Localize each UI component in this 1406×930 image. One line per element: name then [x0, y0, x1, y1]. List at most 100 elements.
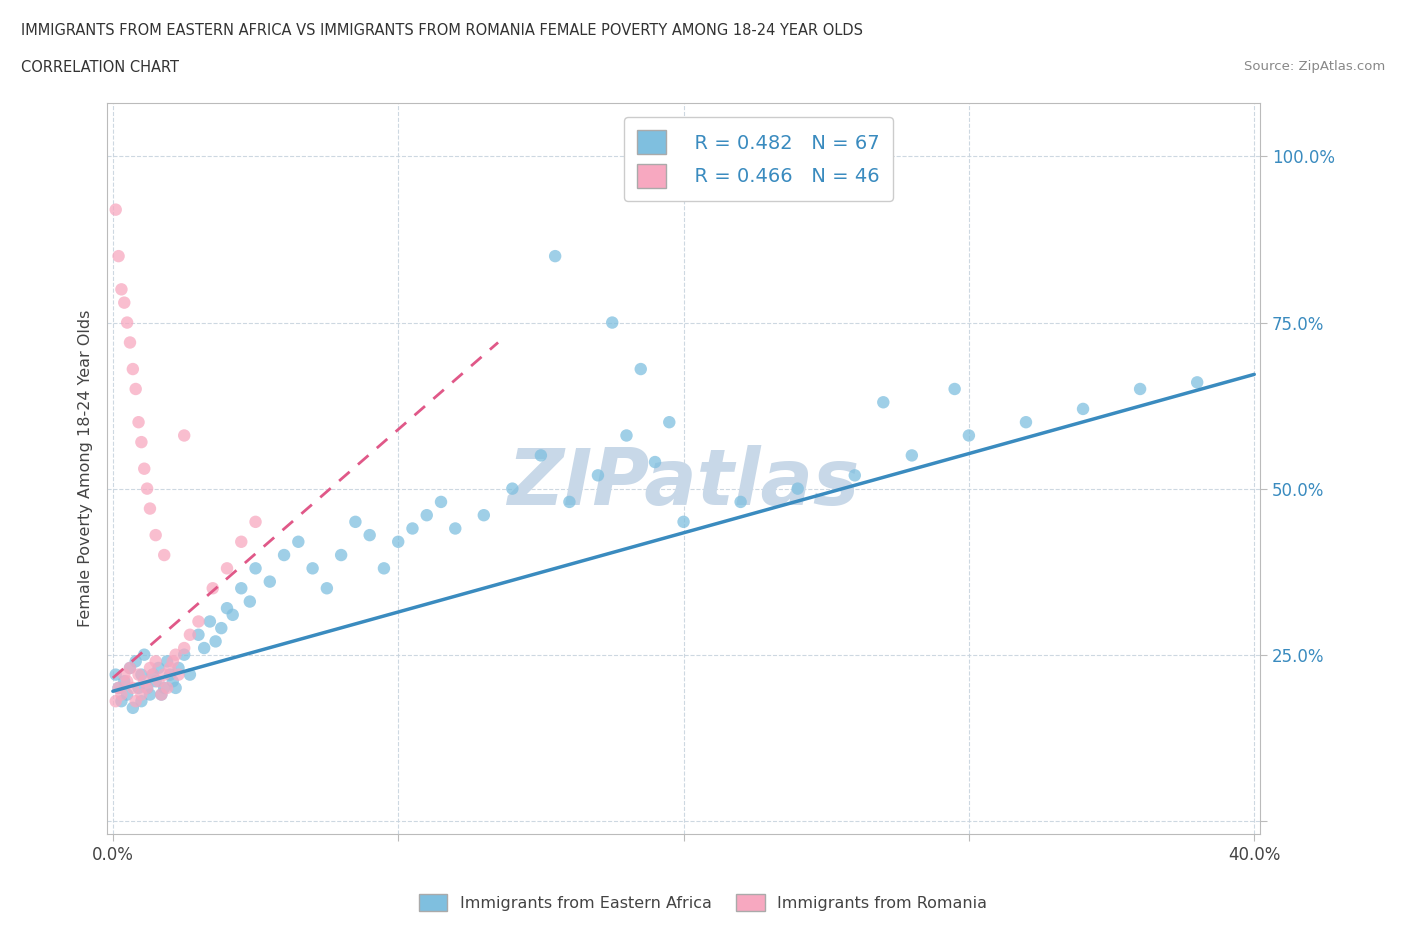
Point — [193, 641, 215, 656]
Point — [125, 694, 148, 709]
Point — [179, 628, 201, 643]
Point — [901, 448, 924, 463]
Point — [150, 687, 173, 702]
Point — [107, 681, 129, 696]
Point — [387, 535, 409, 550]
Point — [444, 521, 467, 536]
Point — [145, 527, 167, 542]
Point — [359, 527, 381, 542]
Point — [1129, 381, 1152, 396]
Point — [786, 481, 808, 496]
Point — [544, 248, 567, 263]
Point — [139, 687, 162, 702]
Point — [165, 647, 187, 662]
Point — [153, 548, 176, 563]
Point — [159, 660, 181, 675]
Point — [115, 674, 138, 689]
Point — [145, 654, 167, 669]
Point — [121, 681, 143, 696]
Point — [148, 674, 170, 689]
Point — [558, 495, 581, 510]
Point — [150, 687, 173, 702]
Point — [630, 362, 652, 377]
Point — [131, 694, 153, 709]
Point — [136, 681, 159, 696]
Point — [121, 700, 143, 715]
Point — [844, 468, 866, 483]
Point — [187, 628, 209, 643]
Point — [616, 428, 638, 443]
Y-axis label: Female Poverty Among 18-24 Year Olds: Female Poverty Among 18-24 Year Olds — [79, 310, 93, 628]
Point — [530, 448, 553, 463]
Point — [215, 561, 238, 576]
Point — [287, 535, 309, 550]
Point — [273, 548, 295, 563]
Point — [222, 607, 245, 622]
Point — [110, 282, 132, 297]
Point — [110, 694, 132, 709]
Point — [162, 654, 184, 669]
Point — [401, 521, 423, 536]
Text: ZIPatlas: ZIPatlas — [508, 445, 859, 522]
Point — [231, 535, 253, 550]
Point — [131, 434, 153, 449]
Point — [153, 681, 176, 696]
Point — [179, 667, 201, 682]
Point — [658, 415, 681, 430]
Point — [125, 654, 148, 669]
Point — [136, 481, 159, 496]
Point — [162, 674, 184, 689]
Point — [187, 614, 209, 629]
Text: IMMIGRANTS FROM EASTERN AFRICA VS IMMIGRANTS FROM ROMANIA FEMALE POVERTY AMONG 1: IMMIGRANTS FROM EASTERN AFRICA VS IMMIGR… — [21, 23, 863, 38]
Point — [173, 647, 195, 662]
Point — [107, 248, 129, 263]
Point — [118, 660, 141, 675]
Point — [134, 647, 156, 662]
Point — [136, 681, 159, 696]
Point — [148, 660, 170, 675]
Point — [115, 687, 138, 702]
Text: Source: ZipAtlas.com: Source: ZipAtlas.com — [1244, 60, 1385, 73]
Point — [167, 660, 190, 675]
Point — [131, 667, 153, 682]
Point — [110, 687, 132, 702]
Point — [173, 641, 195, 656]
Point — [198, 614, 221, 629]
Point — [943, 381, 966, 396]
Point — [730, 495, 752, 510]
Point — [121, 362, 143, 377]
Point — [107, 681, 129, 696]
Point — [145, 674, 167, 689]
Point — [245, 561, 267, 576]
Point — [472, 508, 495, 523]
Legend:   R = 0.482   N = 67,   R = 0.466   N = 46: R = 0.482 N = 67, R = 0.466 N = 46 — [624, 117, 893, 201]
Point — [231, 581, 253, 596]
Point — [416, 508, 439, 523]
Point — [204, 634, 226, 649]
Point — [872, 395, 894, 410]
Point — [112, 295, 135, 310]
Point — [156, 681, 179, 696]
Point — [586, 468, 609, 483]
Point — [112, 667, 135, 682]
Point — [957, 428, 980, 443]
Point — [430, 495, 453, 510]
Point — [131, 687, 153, 702]
Point — [501, 481, 523, 496]
Point — [245, 514, 267, 529]
Point — [142, 667, 165, 682]
Point — [104, 694, 127, 709]
Point — [1185, 375, 1208, 390]
Point — [125, 381, 148, 396]
Point — [201, 581, 224, 596]
Point — [600, 315, 623, 330]
Point — [153, 667, 176, 682]
Point — [118, 660, 141, 675]
Point — [115, 315, 138, 330]
Point — [330, 548, 353, 563]
Point — [344, 514, 367, 529]
Point — [239, 594, 262, 609]
Text: CORRELATION CHART: CORRELATION CHART — [21, 60, 179, 75]
Point — [215, 601, 238, 616]
Point — [128, 667, 150, 682]
